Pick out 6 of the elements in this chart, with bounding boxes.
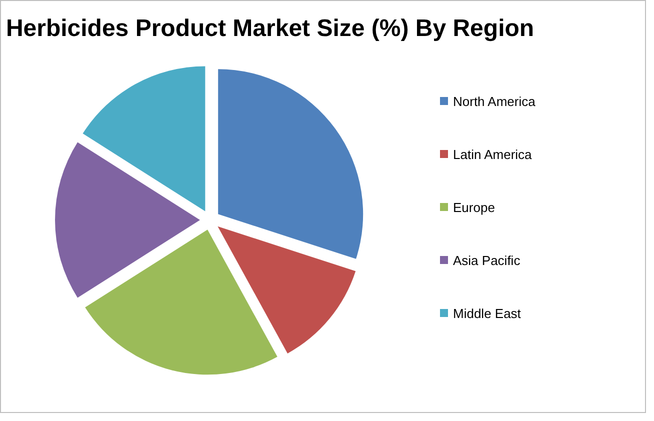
legend-label: Asia Pacific [453, 253, 521, 268]
legend-label: Europe [453, 200, 495, 215]
legend-label: North America [453, 94, 536, 109]
chart-title: Herbicides Product Market Size (%) By Region [6, 15, 534, 42]
legend-label: Middle East [453, 306, 522, 321]
legend-label: Latin America [453, 147, 533, 162]
